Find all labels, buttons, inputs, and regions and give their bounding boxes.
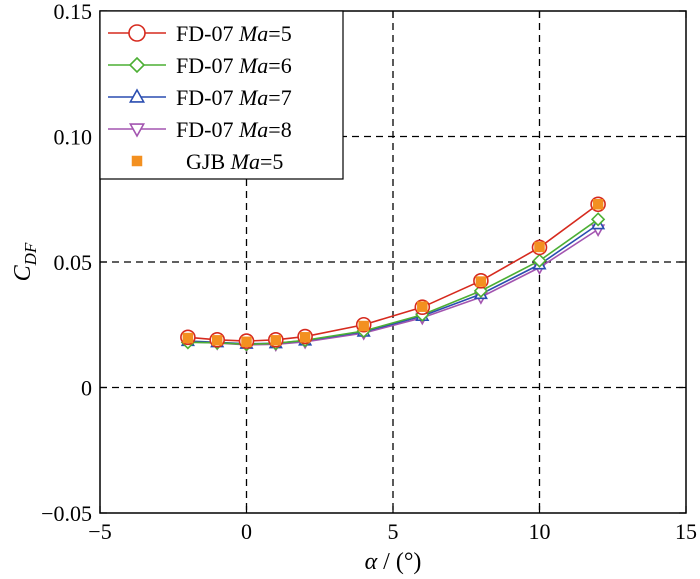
y-tick-label: 0	[81, 376, 92, 401]
data-point	[211, 335, 223, 346]
y-tick-label: 0.10	[54, 125, 93, 150]
legend-label: FD-07 Ma=8	[176, 117, 292, 142]
data-point	[590, 212, 606, 227]
x-axis-symbol: α	[365, 549, 378, 575]
series-4	[182, 199, 604, 348]
legend: FD-07 Ma=5 FD-07 Ma=6 FD-07 Ma=7 FD-07 Ma=8…	[99, 10, 344, 180]
data-point	[270, 335, 282, 346]
series-line	[187, 203, 599, 342]
legend-marker	[128, 123, 146, 138]
data-point	[475, 276, 487, 287]
y-axis-main: C	[10, 264, 36, 281]
legend-marker	[131, 155, 143, 167]
legend-label: FD-07 Ma=7	[176, 85, 292, 110]
data-point	[592, 199, 604, 210]
data-point	[241, 336, 252, 348]
legend-label: FD-07 Ma=6	[176, 53, 292, 78]
x-tick-label: −5	[88, 519, 111, 544]
x-tick-label: 15	[675, 519, 697, 544]
data-point	[532, 253, 547, 268]
data-point	[182, 332, 194, 344]
data-point	[417, 301, 428, 312]
x-tick-label: 10	[529, 519, 551, 544]
y-tick-label: 0.15	[54, 0, 93, 24]
data-point	[358, 320, 369, 332]
legend-label: FD-07 Ma=5	[176, 21, 292, 46]
y-tick-label: −0.05	[41, 501, 92, 526]
data-point	[299, 332, 311, 343]
tick-labels: −5 0 5 10 15 −0.05 0 0.05 0.10 0.15	[41, 0, 697, 544]
y-axis-sub: DF	[21, 242, 40, 266]
data-point	[534, 241, 545, 253]
x-axis-label: α / (°)	[365, 549, 422, 575]
x-tick-label: 5	[388, 519, 399, 544]
y-tick-label: 0.05	[54, 250, 93, 275]
series-layer	[180, 196, 606, 353]
legend-marker	[128, 56, 146, 74]
legend-marker	[128, 24, 146, 42]
legend-label: GJB Ma=5	[186, 149, 283, 174]
series-line	[187, 218, 599, 346]
x-axis-unit: / (°)	[377, 549, 421, 575]
legend-marker	[128, 88, 146, 103]
x-tick-label: 0	[241, 519, 252, 544]
y-axis-label: CDF	[10, 242, 40, 281]
